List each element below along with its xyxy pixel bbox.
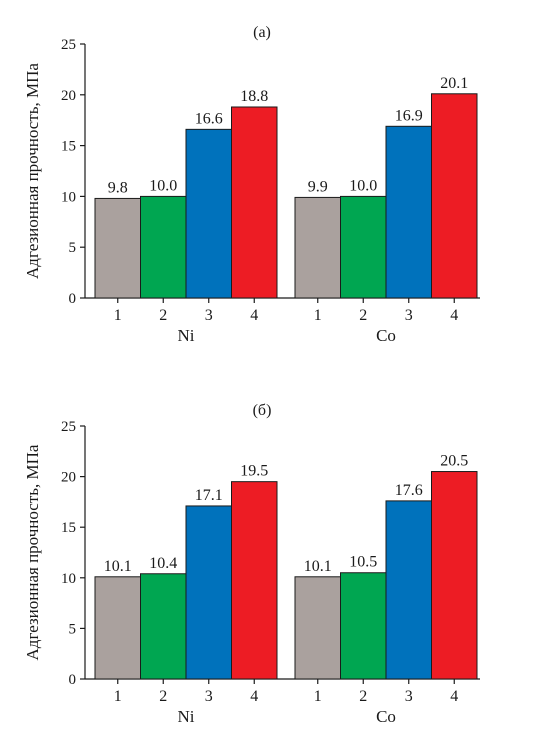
- bar-co-3: [385, 125, 432, 299]
- data-label: 19.5: [240, 463, 268, 480]
- bar-co-4: [431, 93, 478, 299]
- x-tick-label: 1: [314, 688, 322, 705]
- data-label: 20.5: [440, 453, 468, 470]
- bar-co-2: [340, 572, 387, 680]
- bar-ni-2: [140, 195, 187, 299]
- y-tick-label: 10: [61, 571, 76, 587]
- bar-ni-3: [185, 128, 232, 299]
- group-label-ni: Ni: [178, 326, 195, 345]
- group-label-ni: Ni: [178, 707, 195, 726]
- x-tick-label: 3: [205, 307, 213, 324]
- y-axis-label: Адгезионная прочность, МПа: [23, 444, 42, 660]
- y-axis-label: Адгезионная прочность, МПа: [23, 63, 42, 279]
- bar-ni-2: [140, 573, 187, 680]
- x-tick-label: 3: [405, 307, 413, 324]
- data-label: 16.9: [395, 107, 423, 124]
- bar-ni-4: [231, 106, 278, 299]
- x-tick-label: 1: [314, 307, 322, 324]
- y-tick-label: 10: [61, 189, 76, 205]
- bar-co-3: [385, 500, 432, 680]
- x-tick-label: 1: [114, 688, 122, 705]
- y-tick-label: 20: [61, 88, 76, 104]
- x-tick-label: 2: [359, 688, 367, 705]
- x-tick-label: 4: [450, 307, 458, 324]
- bar-co-2: [340, 195, 387, 299]
- y-tick-label: 15: [61, 139, 76, 155]
- group-label-co: Co: [376, 707, 396, 726]
- data-label: 10.1: [304, 558, 332, 575]
- y-tick-label: 0: [69, 672, 77, 688]
- data-label: 10.5: [349, 554, 377, 571]
- bar-co-1: [294, 576, 341, 680]
- y-tick-label: 0: [69, 291, 77, 307]
- bar-ni-3: [185, 505, 232, 680]
- bar-ni-1: [94, 576, 141, 680]
- data-label: 17.6: [395, 482, 423, 499]
- x-tick-label: 2: [159, 307, 167, 324]
- x-tick-label: 4: [250, 307, 258, 324]
- data-label: 16.6: [195, 110, 223, 127]
- group-label-co: Co: [376, 326, 396, 345]
- x-tick-label: 3: [405, 688, 413, 705]
- x-tick-label: 2: [359, 307, 367, 324]
- y-tick-label: 5: [69, 240, 77, 256]
- x-tick-label: 3: [205, 688, 213, 705]
- data-label: 17.1: [195, 487, 223, 504]
- bar-ni-4: [231, 481, 278, 680]
- data-label: 10.0: [349, 177, 377, 194]
- data-label: 9.8: [108, 179, 128, 196]
- bar-co-4: [431, 471, 478, 680]
- x-tick-label: 2: [159, 688, 167, 705]
- bar-co-1: [294, 196, 341, 299]
- data-label: 20.1: [440, 75, 468, 92]
- data-label: 10.1: [104, 558, 132, 575]
- y-tick-label: 25: [61, 419, 76, 435]
- panel-title: (б): [253, 402, 272, 419]
- panel-title: (a): [253, 24, 271, 41]
- x-tick-label: 4: [450, 688, 458, 705]
- y-tick-label: 25: [61, 37, 76, 53]
- y-tick-label: 5: [69, 621, 77, 637]
- data-label: 10.4: [149, 555, 177, 572]
- y-tick-label: 20: [61, 470, 76, 486]
- x-tick-label: 1: [114, 307, 122, 324]
- y-tick-label: 15: [61, 520, 76, 536]
- x-tick-label: 4: [250, 688, 258, 705]
- data-label: 10.0: [149, 177, 177, 194]
- data-label: 18.8: [240, 88, 268, 105]
- bar-ni-1: [94, 197, 141, 299]
- data-label: 9.9: [308, 178, 328, 195]
